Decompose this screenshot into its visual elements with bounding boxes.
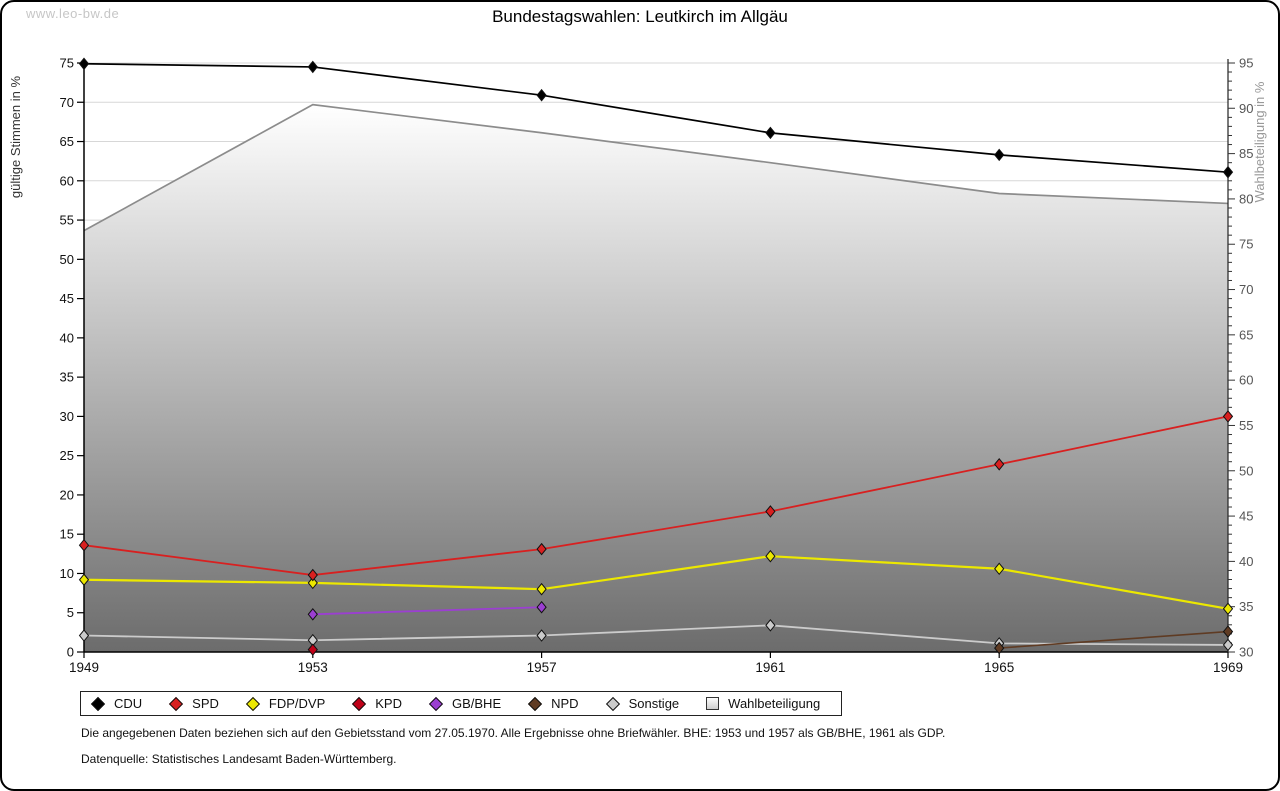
turnout-area [84,104,1228,652]
legend-label: KPD [375,696,402,711]
svg-text:1969: 1969 [1213,660,1243,675]
svg-text:70: 70 [1239,282,1253,297]
svg-text:15: 15 [60,527,74,542]
legend-diamond-marker [528,696,543,711]
legend-item-kpd: KPD [352,696,402,711]
svg-text:65: 65 [60,134,74,149]
legend-diamond-marker [169,696,184,711]
svg-text:35: 35 [1239,599,1253,614]
right-axis-title: Wahlbeteiligung in % [1252,81,1267,202]
left-axis: 0 5 10 15 20 25 30 35 40 45 50 55 60 65 70 75 [60,56,84,660]
legend-label: FDP/DVP [268,696,326,711]
svg-text:1953: 1953 [298,660,328,675]
svg-text:10: 10 [60,566,74,581]
svg-text:55: 55 [60,213,74,228]
legend-square-marker [706,697,720,710]
svg-text:55: 55 [1239,418,1253,433]
series-gb-bhe [307,600,547,621]
legend-label: CDU [114,696,143,711]
svg-text:65: 65 [1239,327,1253,342]
legend-label: Sonstige [628,696,680,711]
svg-text:50: 50 [60,252,74,267]
svg-text:30: 30 [60,409,74,424]
svg-text:80: 80 [1239,191,1253,206]
svg-text:1957: 1957 [527,660,557,675]
axes [83,59,1229,653]
legend-item-npd: NPD [528,696,579,711]
right-axis: 30 35 40 45 50 55 60 65 70 75 80 85 90 95 [1228,56,1253,660]
legend-diamond-marker [352,696,367,711]
svg-text:45: 45 [1239,509,1253,524]
svg-text:40: 40 [60,330,74,345]
series-fdp-dvp [78,549,1234,616]
svg-text:70: 70 [60,95,74,110]
series-cdu [78,57,1234,179]
footnote-data: Die angegebenen Daten beziehen sich auf … [81,726,946,740]
legend-item-wahlbeteiligung: Wahlbeteiligung [706,696,820,711]
legend-label: NPD [551,696,579,711]
svg-text:60: 60 [1239,373,1253,388]
legend-diamond-marker [245,696,260,711]
series-spd [78,410,1234,582]
legend-label: Wahlbeteiligung [728,696,821,711]
legend-label: SPD [192,696,219,711]
svg-text:0: 0 [67,645,74,660]
turnout-line [83,103,1229,232]
svg-text:60: 60 [60,173,74,188]
legend: CDU SPD FDP/DVP KPD GB/BHE NPD Sonstige Wahlbet… [80,691,842,716]
left-axis-title: gültige Stimmen in % [8,76,23,199]
svg-text:35: 35 [60,370,74,385]
footnote-source: Datenquelle: Statistisches Landesamt Bad… [81,752,397,766]
svg-text:50: 50 [1239,463,1253,478]
series-npd [994,625,1234,655]
watermark: www.leo-bw.de [26,6,120,21]
legend-diamond-marker [428,696,444,711]
legend-label: GB/BHE [451,696,502,711]
legend-item-spd: SPD [169,696,219,711]
svg-text:30: 30 [1239,645,1253,660]
svg-text:1965: 1965 [984,660,1014,675]
svg-text:45: 45 [60,291,74,306]
svg-text:25: 25 [60,448,74,463]
svg-text:1949: 1949 [69,660,99,675]
legend-item-cdu: CDU [90,696,143,711]
legend-diamond-marker [90,696,106,711]
chart-title: Bundestagswahlen: Leutkirch im Allgäu [492,7,788,26]
svg-text:5: 5 [67,605,74,620]
svg-text:90: 90 [1239,101,1253,116]
series-kpd [307,643,318,656]
svg-text:75: 75 [1239,237,1253,252]
series-sonstige [78,619,1234,652]
svg-text:95: 95 [1239,56,1253,71]
svg-text:75: 75 [60,56,74,71]
svg-text:20: 20 [60,487,74,502]
legend-item-sonstige: Sonstige [605,696,680,711]
svg-text:1961: 1961 [755,660,785,675]
svg-text:85: 85 [1239,146,1253,161]
legend-item-gb-bhe: GB/BHE [428,696,502,711]
chart-canvas: 0 5 10 15 20 25 30 35 40 45 50 55 60 65 70 75 30 35 40 45 50… [8,56,1267,676]
legend-item-fdp-dvp: FDP/DVP [245,696,326,711]
x-axis: 1949 1953 1957 1961 1965 1969 [69,652,1243,675]
legend-diamond-marker [605,696,620,711]
svg-text:40: 40 [1239,554,1253,569]
